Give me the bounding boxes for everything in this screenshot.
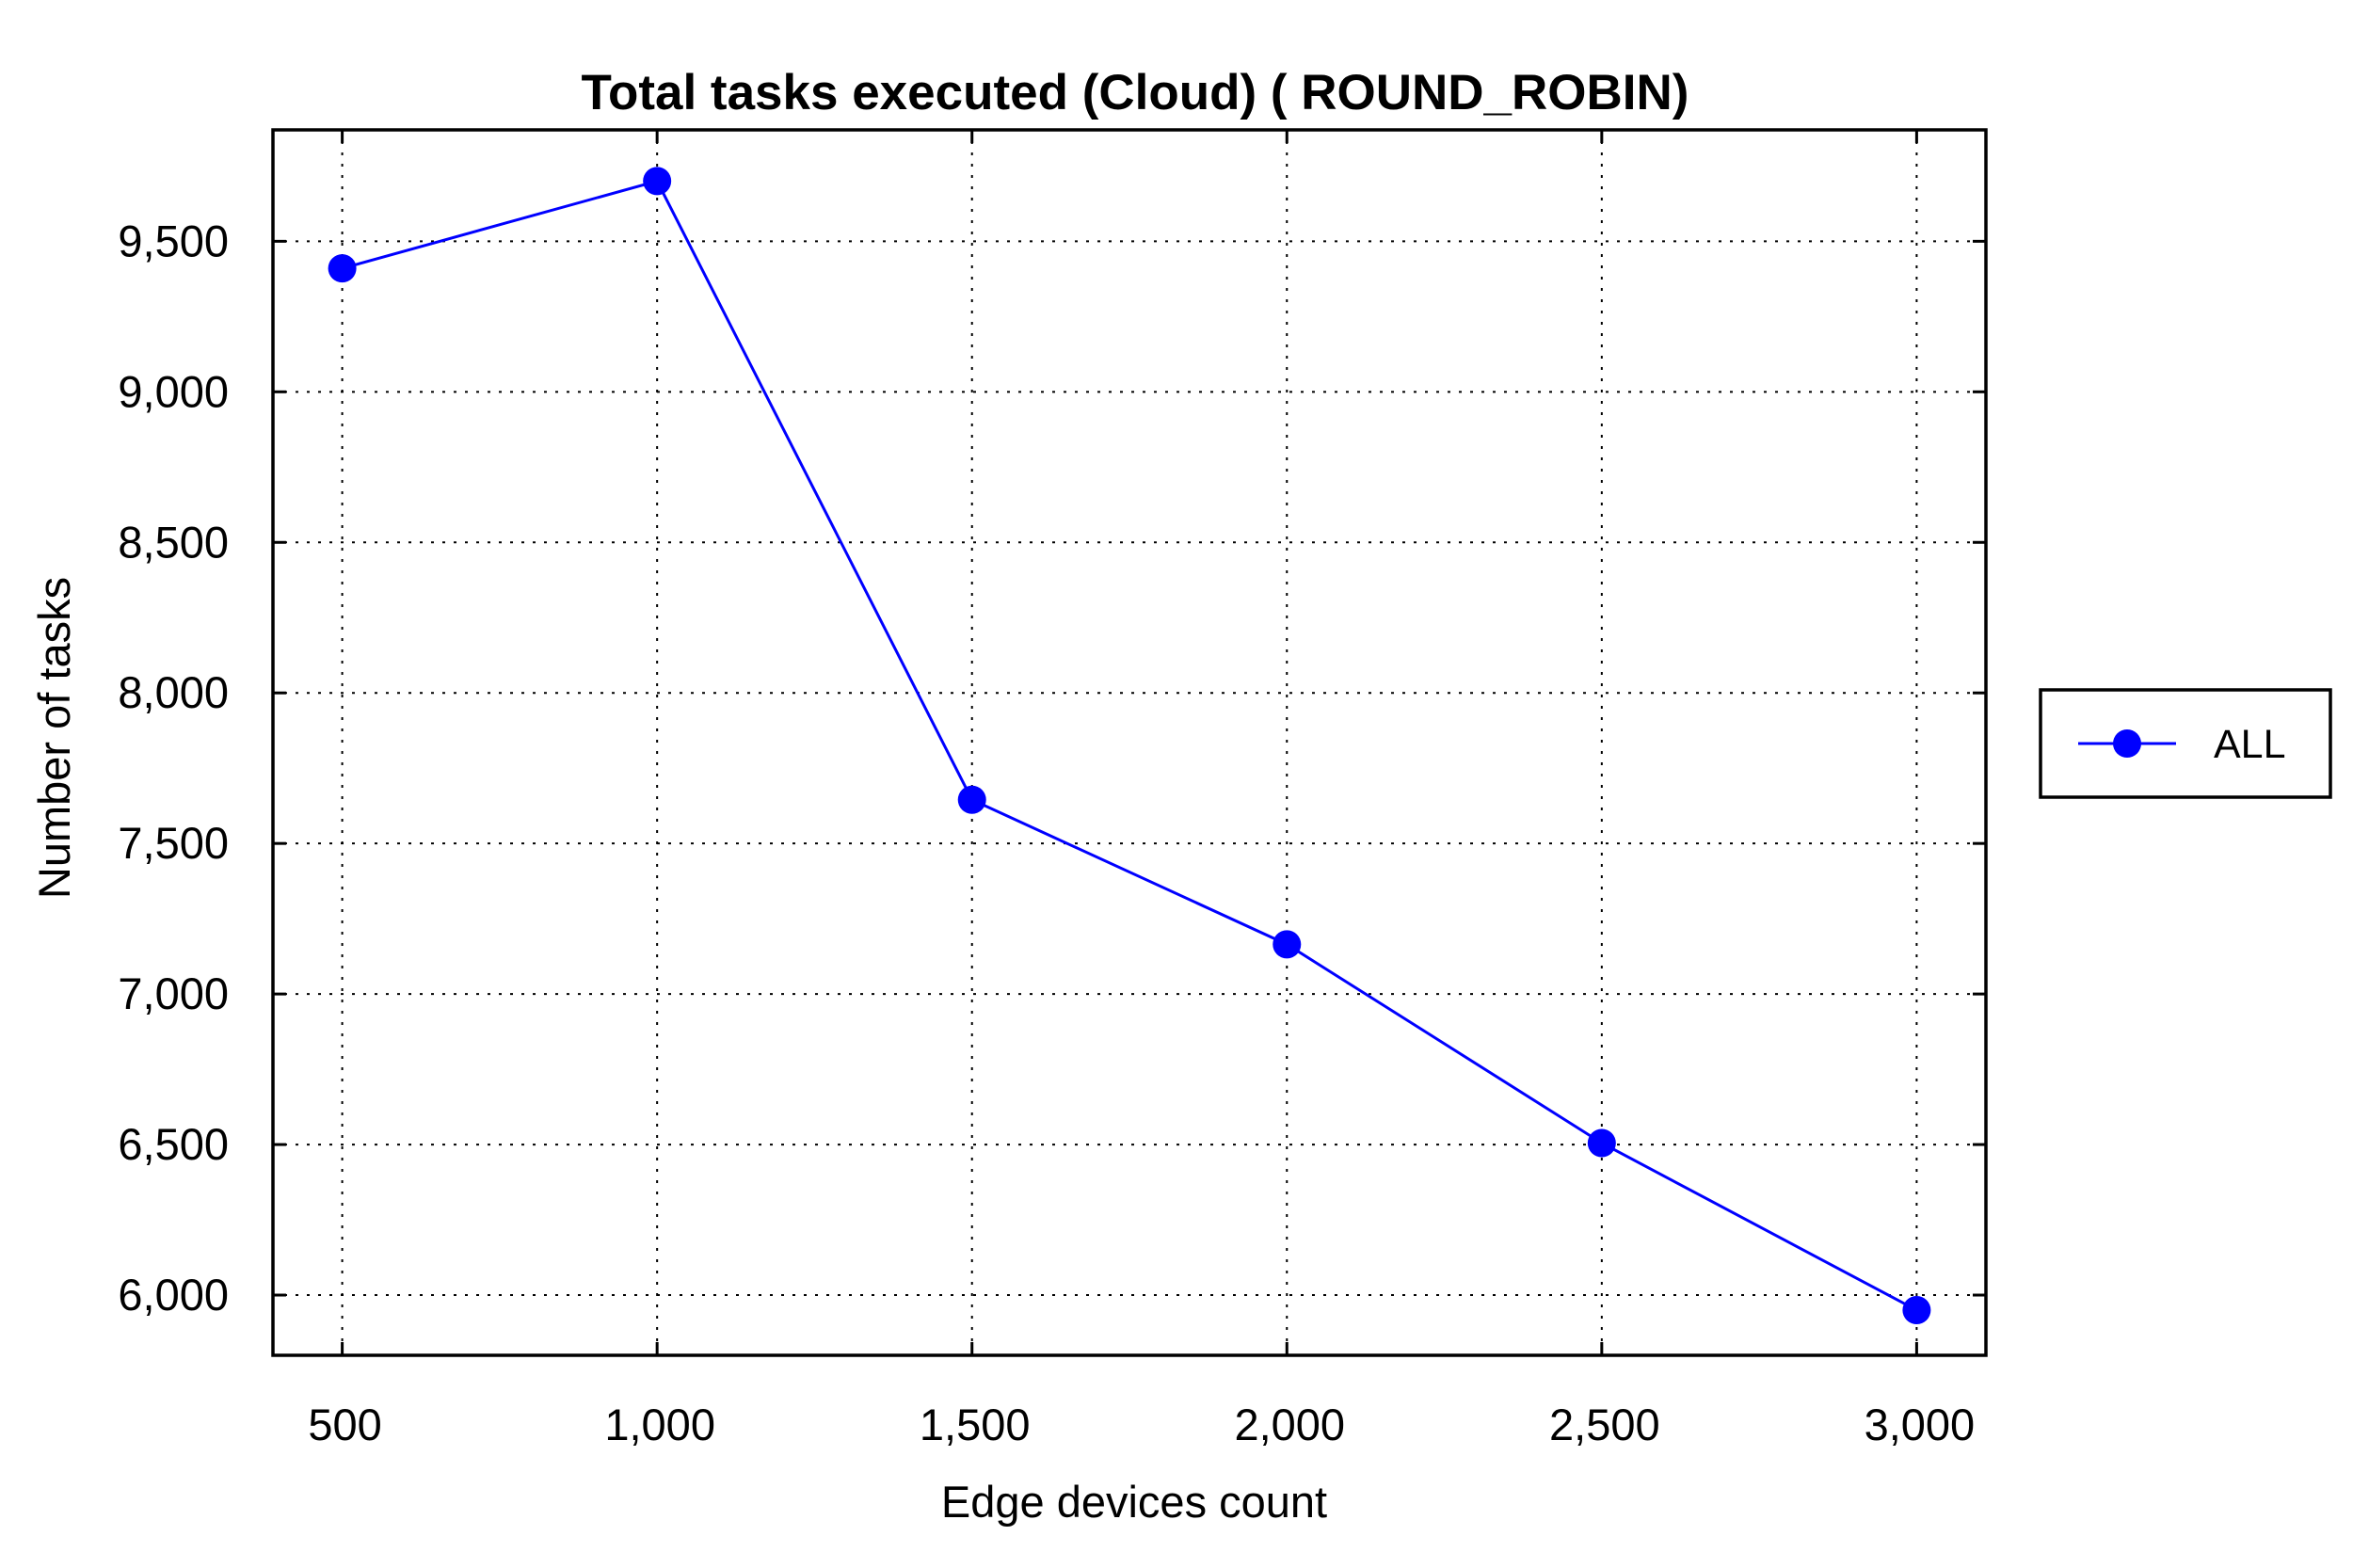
legend: ALL [2039, 688, 2332, 799]
x-tick-label: 1,000 [604, 1400, 715, 1449]
x-tick-label: 2,500 [1549, 1400, 1660, 1449]
y-axis-label: Number of tasks [29, 577, 79, 899]
data-point [1273, 930, 1302, 959]
plot-frame [271, 128, 1988, 1357]
y-tick-label: 8,000 [118, 667, 229, 717]
x-tick-label: 3,000 [1865, 1400, 1976, 1449]
x-tick-label: 1,500 [920, 1400, 1031, 1449]
legend-marker [2113, 729, 2141, 758]
x-tick-label: 2,000 [1234, 1400, 1345, 1449]
data-point [1587, 1128, 1616, 1158]
chart-title: Total tasks executed (Cloud) ( ROUND_ROB… [582, 65, 1689, 120]
y-axis: 6,000 6,500 7,000 7,500 8,000 8,500 9,000 9,500 [118, 216, 1986, 1320]
legend-label-all: ALL [2214, 722, 2286, 767]
series-line [342, 179, 1918, 1312]
y-tick-label: 8,500 [118, 517, 229, 567]
y-tick-label: 6,000 [118, 1270, 229, 1320]
y-tick-label: 9,000 [118, 366, 229, 416]
y-tick-label: 7,500 [118, 818, 229, 868]
data-point [1902, 1296, 1931, 1325]
data-point [643, 167, 672, 196]
y-tick-label: 7,000 [118, 968, 229, 1018]
series-layer [328, 167, 1931, 1325]
x-tick-label: 500 [308, 1400, 381, 1449]
data-point [328, 254, 357, 283]
x-axis-label: Edge devices count [941, 1477, 1327, 1527]
data-point [957, 785, 986, 814]
grid-lines [273, 130, 1986, 1355]
legend-box [2039, 688, 2332, 799]
y-tick-label: 6,500 [118, 1119, 229, 1169]
x-axis: 500 1,000 1,500 2,000 2,500 3,000 [308, 130, 1975, 1449]
y-tick-label: 9,500 [118, 216, 229, 265]
